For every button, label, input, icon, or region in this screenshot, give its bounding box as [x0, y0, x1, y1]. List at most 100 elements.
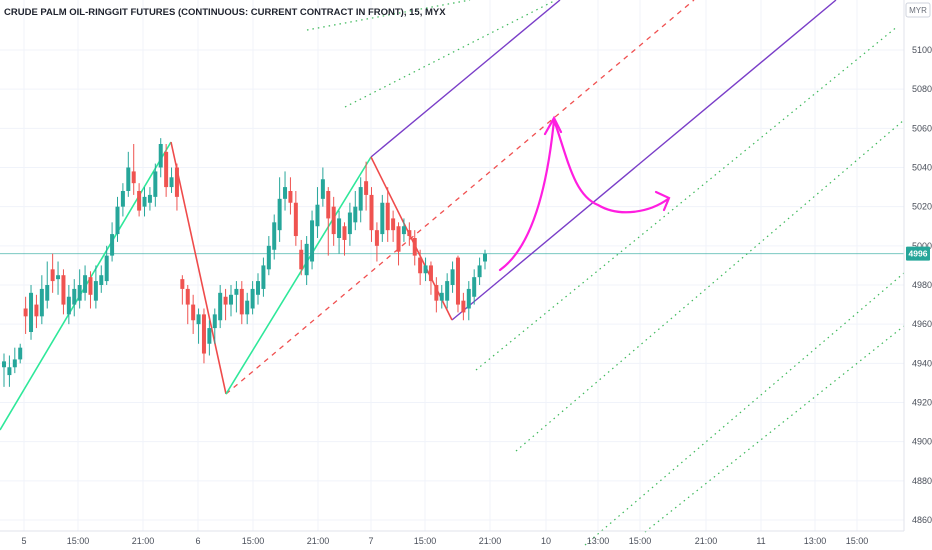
annotation-arrow — [498, 115, 671, 272]
candle — [180, 275, 185, 305]
candle — [45, 261, 50, 309]
candle — [153, 163, 158, 207]
candle — [72, 279, 77, 317]
candle — [283, 171, 288, 211]
y-tick-label: 4980 — [912, 280, 932, 290]
last-price-label: 4996 — [909, 249, 928, 259]
candle — [56, 261, 61, 295]
y-tick-label: 4960 — [912, 319, 932, 329]
x-tick-label: 15:00 — [846, 536, 869, 546]
warning-line — [306, 0, 471, 31]
grid — [0, 0, 904, 531]
warning-line — [644, 325, 905, 533]
wave-line — [170, 141, 227, 395]
candle — [2, 353, 6, 387]
x-tick-label: 15:00 — [414, 536, 437, 546]
candle — [288, 177, 293, 215]
arrowhead-up — [543, 115, 563, 136]
candle — [120, 183, 125, 217]
y-tick-label: 5060 — [912, 123, 932, 133]
candle — [77, 269, 82, 309]
candle — [391, 210, 396, 242]
x-tick-label: 21:00 — [132, 536, 155, 546]
candle — [315, 187, 320, 238]
candle — [445, 273, 450, 309]
candle — [342, 222, 347, 256]
y-tick-label: 4880 — [912, 476, 932, 486]
candle — [196, 308, 201, 344]
x-tick-label: 11 — [756, 536, 765, 546]
pitchfork-upper-tine — [370, 0, 561, 158]
candle — [434, 277, 439, 313]
y-tick-label: 5040 — [912, 163, 932, 173]
y-tick-label: 4860 — [912, 515, 932, 525]
wave-line — [370, 156, 453, 321]
candle — [369, 187, 374, 242]
candle — [455, 255, 460, 313]
candle — [131, 144, 136, 195]
candle — [256, 273, 261, 305]
candle — [358, 177, 363, 223]
price-axis[interactable]: 5100 5080 5060 5040 5020 5000 4980 4960 4940 4920… — [912, 45, 932, 525]
candle — [12, 347, 17, 374]
currency-label: MYR — [909, 6, 927, 15]
candle — [477, 257, 482, 285]
time-axis[interactable]: 5 15:00 21:00 6 15:00 21:00 7 15:00 21:00 10 13:00… — [21, 536, 868, 546]
candle — [93, 265, 98, 309]
candle — [374, 222, 379, 262]
candle — [407, 222, 412, 246]
candle — [396, 222, 401, 266]
candle — [450, 261, 455, 293]
candle — [293, 191, 298, 246]
y-tick-label: 5020 — [912, 202, 932, 212]
candle — [207, 320, 212, 356]
candle — [201, 308, 206, 364]
x-tick-label: 15:00 — [629, 536, 652, 546]
candlesticks — [2, 138, 487, 387]
x-tick-label: 21:00 — [307, 536, 330, 546]
candle — [29, 285, 34, 340]
candle — [7, 355, 12, 387]
candle — [310, 210, 315, 270]
candle — [418, 249, 423, 285]
x-tick-label: 21:00 — [479, 536, 502, 546]
candle — [439, 285, 444, 309]
candle — [137, 183, 142, 217]
y-tick-label: 4940 — [912, 358, 932, 368]
candle — [218, 285, 223, 329]
chart-title: CRUDE PALM OIL-RINGGIT FUTURES (CONTINUO… — [4, 7, 446, 18]
candle — [158, 138, 163, 178]
x-tick-label: 15:00 — [67, 536, 90, 546]
warning-line — [344, 0, 557, 108]
candle — [380, 194, 385, 242]
y-tick-label: 5080 — [912, 84, 932, 94]
candle — [191, 294, 196, 334]
candle — [266, 236, 271, 276]
candle — [23, 296, 28, 334]
candle — [245, 292, 250, 325]
x-tick-label: 10 — [541, 536, 551, 546]
y-tick-label: 5000 — [912, 241, 932, 251]
x-tick-label: 21:00 — [695, 536, 718, 546]
drawings — [0, 0, 905, 546]
x-tick-label: 7 — [368, 536, 373, 546]
currency-badge[interactable]: MYR — [905, 2, 931, 18]
candle — [104, 245, 109, 285]
wave-line — [225, 156, 372, 395]
y-tick-label: 5100 — [912, 45, 932, 55]
candle — [83, 265, 88, 301]
pitchfork-lower-tine — [451, 0, 837, 321]
candle — [239, 281, 244, 325]
candle — [223, 288, 228, 321]
candle — [174, 163, 179, 211]
candle — [126, 151, 131, 197]
median-line — [225, 0, 695, 395]
candle — [39, 275, 44, 325]
candle — [142, 187, 147, 217]
y-tick-label: 4920 — [912, 398, 932, 408]
x-tick-label: 15:00 — [242, 536, 265, 546]
candle — [364, 161, 369, 211]
candle — [385, 187, 390, 242]
candle — [423, 257, 428, 282]
